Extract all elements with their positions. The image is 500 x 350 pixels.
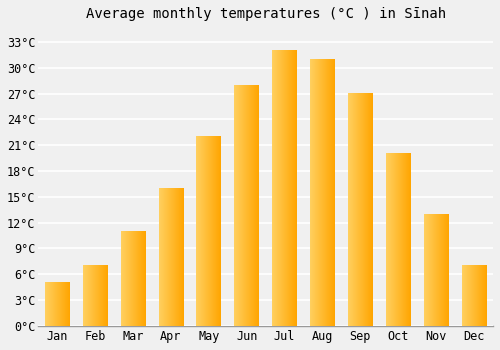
Title: Average monthly temperatures (°C ) in Sīnah: Average monthly temperatures (°C ) in Sī… bbox=[86, 7, 446, 21]
